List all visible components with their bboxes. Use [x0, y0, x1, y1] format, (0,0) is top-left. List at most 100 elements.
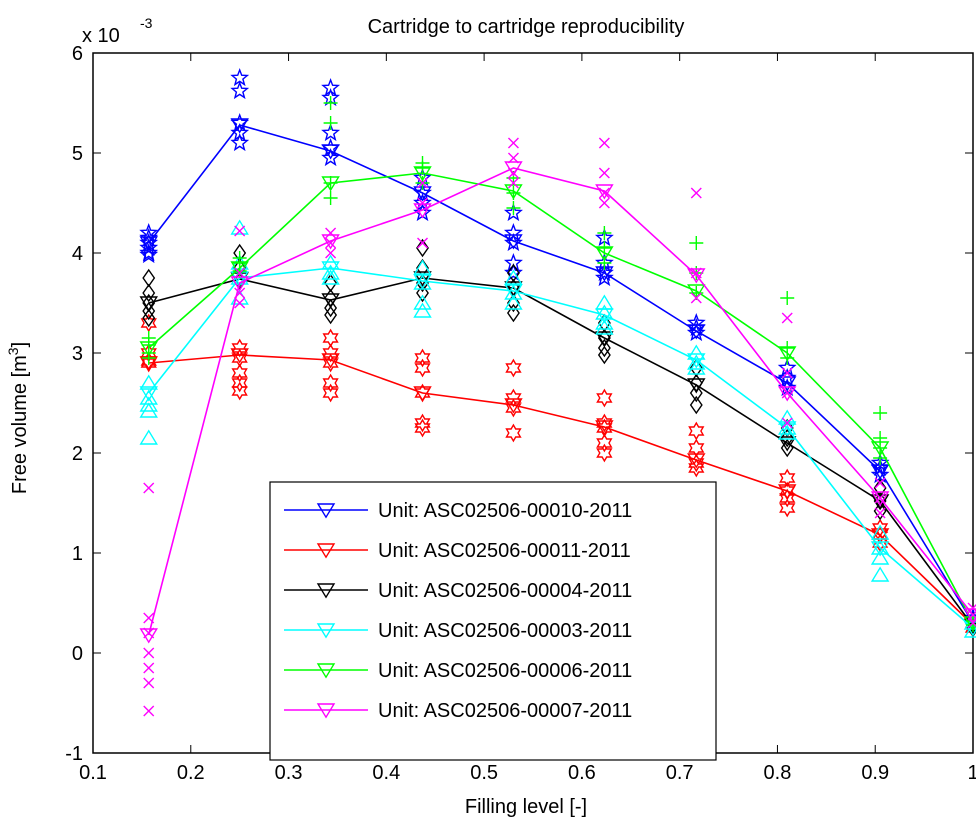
y-tick-label: -1 — [65, 743, 83, 765]
sample-point — [143, 705, 155, 717]
series-line — [148, 354, 974, 626]
y-tick-label: 3 — [72, 343, 83, 365]
legend-marker — [316, 543, 336, 559]
sample-point — [142, 301, 156, 321]
sample-point — [414, 418, 431, 438]
sample-point — [416, 283, 429, 303]
mean-point — [687, 268, 706, 284]
sample-point — [596, 433, 613, 453]
sample-point — [779, 468, 796, 488]
sample-point — [507, 177, 519, 189]
mean-point — [413, 203, 432, 219]
legend-item: Unit: ASC02506-00011-2011 — [284, 540, 631, 562]
legend-label: Unit: ASC02506-00007-2011 — [378, 700, 632, 722]
sample-point — [139, 245, 159, 264]
chart-title: Cartridge to cartridge reproducibility — [368, 16, 685, 38]
sample-point — [321, 264, 340, 280]
mean-point — [595, 308, 614, 324]
x-tick-label: 0.8 — [764, 762, 792, 784]
mean-point — [777, 386, 797, 402]
mean-point — [687, 284, 706, 300]
sample-point — [686, 323, 706, 342]
sample-point — [688, 458, 705, 478]
mean-point — [595, 184, 614, 200]
series-6 — [139, 137, 976, 717]
sample-point — [414, 358, 431, 378]
sample-point — [596, 413, 613, 433]
mean-point — [139, 386, 158, 402]
y-exponent-power: -3 — [140, 15, 153, 31]
mean-point — [777, 376, 797, 392]
sample-point — [870, 566, 890, 582]
mean-point — [687, 453, 706, 469]
mean-point — [777, 346, 797, 362]
sample-point — [322, 373, 339, 393]
sample-point — [321, 148, 341, 167]
legend-item: Unit: ASC02506-00003-2011 — [284, 620, 632, 642]
legend-label: Unit: ASC02506-00003-2011 — [378, 620, 632, 642]
mean-point — [870, 541, 890, 557]
mean-point — [504, 281, 523, 297]
sample-point — [413, 294, 432, 310]
sample-point — [689, 395, 703, 415]
sample-point — [598, 197, 610, 209]
sample-point — [595, 304, 614, 320]
sample-point — [597, 256, 612, 270]
sample-point — [596, 388, 613, 408]
sample-point — [231, 338, 248, 358]
sample-point — [690, 187, 702, 199]
sample-point — [870, 549, 890, 565]
legend-label: Unit: ASC02506-00004-2011 — [378, 580, 632, 602]
mean-point — [321, 261, 340, 277]
sample-point — [595, 319, 614, 335]
mean-point — [321, 176, 340, 192]
legend-item: Unit: ASC02506-00010-2011 — [284, 500, 632, 522]
mean-point — [777, 436, 797, 452]
sample-point — [597, 226, 612, 240]
sample-point — [598, 137, 610, 149]
sample-point — [779, 498, 796, 518]
sample-point — [689, 236, 704, 250]
svg-text:Free volume [m3]: Free volume [m3] — [5, 342, 31, 494]
sample-point — [143, 677, 155, 689]
sample-point — [781, 367, 793, 379]
sample-point — [506, 201, 521, 215]
x-tick-label: 0.4 — [372, 762, 400, 784]
mean-point — [321, 293, 340, 309]
sample-point — [413, 259, 432, 275]
legend-item: Unit: ASC02506-00006-2011 — [284, 660, 632, 682]
sample-point — [507, 137, 519, 149]
sample-point — [595, 314, 614, 330]
sample-point — [231, 373, 248, 393]
sample-point — [323, 191, 338, 205]
series-line — [148, 267, 974, 629]
sample-point — [688, 453, 705, 473]
y-exponent-base: x 10 — [82, 25, 120, 47]
sample-point — [873, 478, 887, 498]
sample-point — [143, 662, 155, 674]
x-tick-label: 0.7 — [666, 762, 694, 784]
mean-point — [595, 331, 614, 347]
sample-point — [142, 308, 156, 328]
sample-point — [780, 291, 795, 305]
mean-point — [504, 234, 523, 250]
series-line — [148, 124, 974, 624]
mean-point — [230, 348, 249, 364]
sample-point — [414, 348, 431, 368]
sample-point — [781, 312, 793, 324]
sample-point — [781, 417, 793, 429]
sample-point — [322, 343, 339, 363]
legend-label: Unit: ASC02506-00011-2011 — [378, 540, 631, 562]
sample-point — [417, 177, 429, 189]
sample-point — [777, 409, 797, 425]
sample-point — [505, 423, 522, 443]
mean-point — [870, 441, 890, 457]
mean-point — [963, 608, 976, 624]
series-layer — [139, 68, 976, 717]
sample-point — [143, 482, 155, 494]
sample-point — [780, 428, 794, 448]
series-line — [148, 172, 974, 624]
mean-point — [321, 353, 340, 369]
sample-point — [234, 297, 246, 309]
mean-point — [504, 398, 523, 414]
